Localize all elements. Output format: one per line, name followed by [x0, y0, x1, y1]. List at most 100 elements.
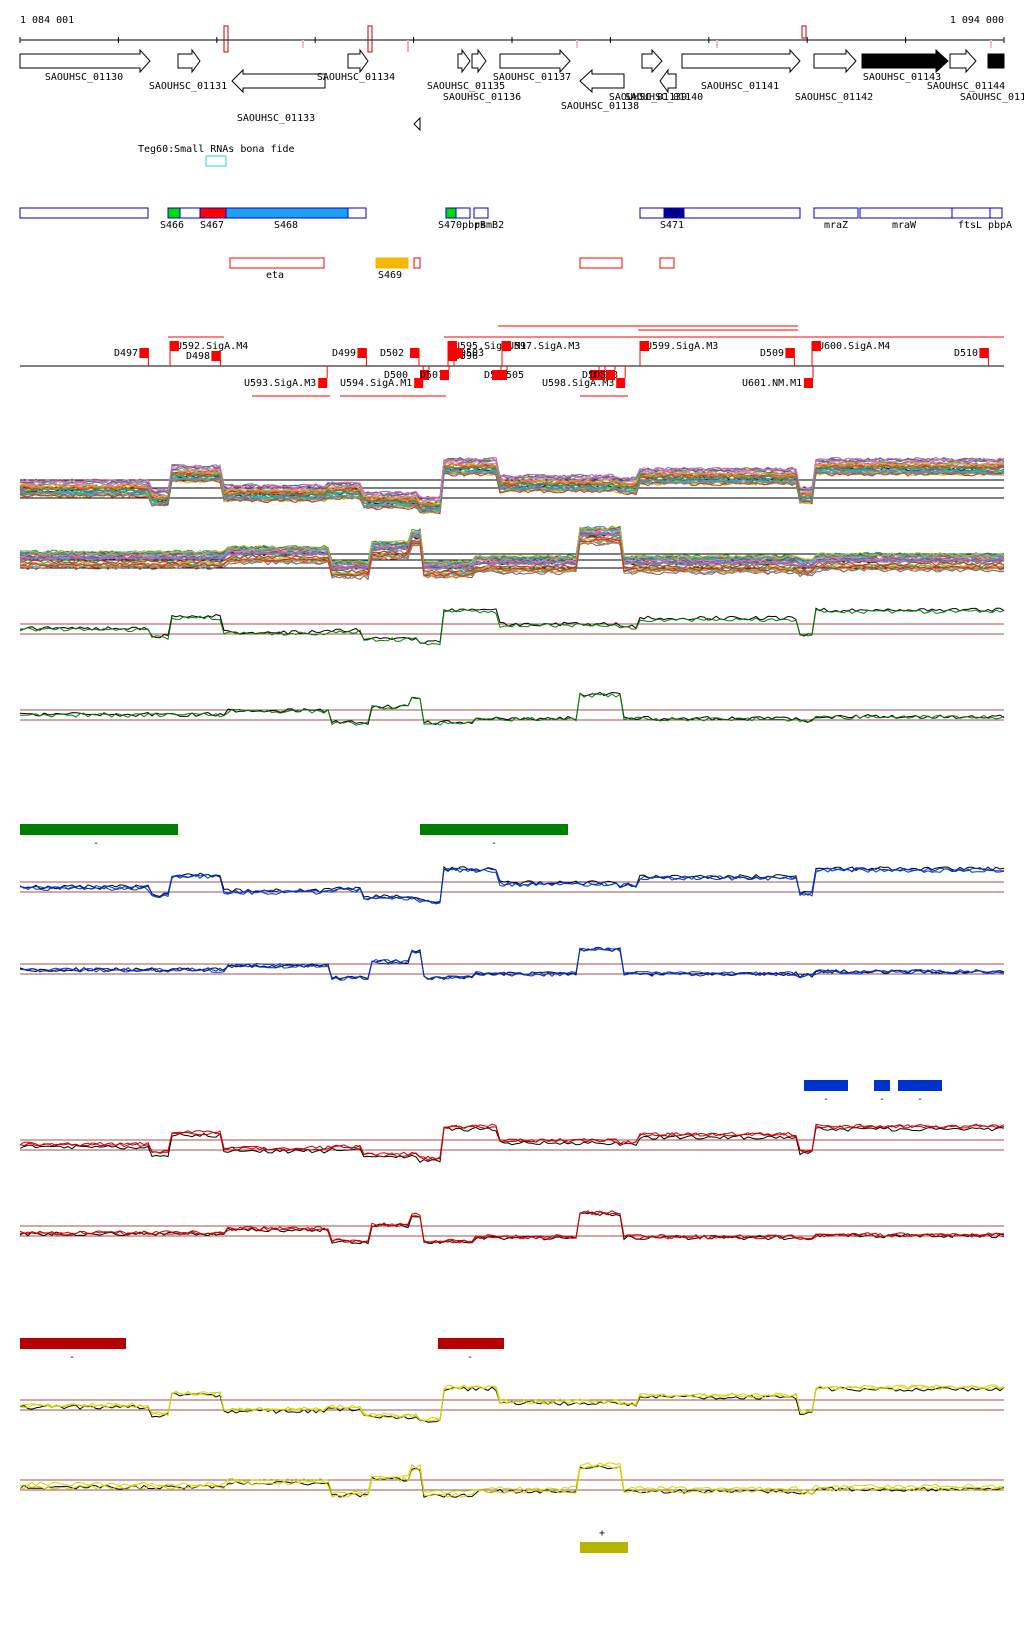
gene-arrow[interactable] [813, 48, 857, 74]
gene-arrow[interactable] [499, 48, 571, 74]
promoter-marker[interactable] [498, 370, 507, 380]
condition-bar-yellow[interactable] [580, 1542, 628, 1553]
gene-arrow[interactable] [177, 48, 201, 74]
gene-arrow[interactable] [471, 48, 487, 74]
promoter-marker[interactable] [804, 378, 813, 388]
promoter-marker[interactable] [616, 378, 626, 388]
expression-curve [20, 607, 1005, 644]
promoter-marker[interactable] [410, 348, 419, 358]
promoter-marker[interactable] [454, 348, 463, 358]
expression-curve [19, 1124, 1005, 1161]
condition-sign: - [467, 1352, 473, 1363]
expression-curve [19, 1464, 1005, 1498]
promoter-marker[interactable] [785, 348, 795, 358]
srna-eta-box[interactable] [229, 257, 325, 269]
promoter-marker[interactable] [448, 351, 457, 361]
promoter-marker[interactable] [590, 370, 599, 380]
segment-pbpb[interactable] [455, 207, 471, 219]
expression-curve [19, 463, 1005, 506]
segment-mraw[interactable] [859, 207, 953, 219]
segment-mraz[interactable] [813, 207, 859, 219]
condition-sign: - [69, 1352, 75, 1363]
segment-rsmb2[interactable] [473, 207, 489, 219]
promoter-marker[interactable] [448, 341, 457, 351]
segment-label: S467 [200, 220, 224, 231]
promoter-marker[interactable] [318, 378, 328, 388]
srna-box[interactable] [413, 257, 421, 269]
condition-sign: - [93, 838, 99, 849]
segment-s468[interactable] [225, 207, 349, 219]
segment-box[interactable] [347, 207, 367, 219]
gene-arrow[interactable] [347, 48, 369, 74]
condition-bar-blue[interactable] [804, 1080, 848, 1091]
gene-label: SAOUHSC_01140 [625, 92, 703, 103]
teg-track-label: Teg60:Small RNAs bona fide [138, 144, 295, 155]
srna-label: S469 [378, 270, 402, 281]
condition-bar-blue[interactable] [898, 1080, 942, 1091]
gene-arrow[interactable] [949, 48, 977, 74]
ruler-marker [576, 40, 578, 48]
gene-arrow[interactable] [659, 68, 677, 94]
gene-label: SAOUHSC_01141 [701, 81, 779, 92]
promoter-marker[interactable] [502, 341, 511, 351]
condition-bar-green[interactable] [20, 824, 178, 835]
segment-ftsl[interactable] [951, 207, 991, 219]
segment-s470[interactable] [445, 207, 457, 219]
promoter-marker[interactable] [812, 341, 821, 351]
segment-s467[interactable] [199, 207, 227, 219]
segment-s466[interactable] [167, 207, 181, 219]
promoter-marker[interactable] [492, 370, 501, 380]
segment-box[interactable] [19, 207, 149, 219]
gene-arrow[interactable] [681, 48, 801, 74]
promoter-marker[interactable] [357, 348, 367, 358]
promoter-marker[interactable] [979, 348, 989, 358]
promoter-label: U596 [454, 351, 478, 362]
gene-arrow[interactable] [19, 48, 151, 74]
segment-label: rsmB2 [474, 220, 504, 231]
gene-arrow[interactable] [457, 48, 471, 74]
gene-arrow-highlighted[interactable] [987, 53, 1005, 69]
gene-label: SAOUHSC_01136 [443, 92, 521, 103]
srna-s469-box[interactable] [375, 257, 409, 269]
gene-arrow[interactable] [641, 48, 663, 74]
promoter-marker[interactable] [596, 370, 605, 380]
segment-box[interactable] [179, 207, 201, 219]
segment-label: mraW [892, 220, 917, 231]
segment-box[interactable] [639, 207, 665, 219]
gene-arrow[interactable] [231, 68, 326, 94]
promoter-marker[interactable] [606, 370, 615, 380]
condition-bar-red[interactable] [438, 1338, 504, 1349]
expression-curve [19, 691, 1005, 725]
promoter-marker[interactable] [440, 370, 449, 380]
promoter-label: D505 [500, 370, 524, 381]
condition-bar-blue[interactable] [874, 1080, 890, 1091]
condition-sign: - [917, 1094, 923, 1105]
promoter-marker[interactable] [211, 351, 221, 361]
promoter-marker[interactable] [420, 370, 429, 380]
ruler-end-label: 1 094 000 [950, 15, 1004, 26]
gene-arrow-highlighted[interactable] [861, 48, 949, 74]
ruler-start-label: 1 084 001 [20, 15, 74, 26]
promoter-label: D499 [332, 348, 356, 359]
promoter-label: U593.SigA.M3 [244, 378, 316, 389]
condition-bar-green[interactable] [420, 824, 568, 835]
srna-box[interactable] [659, 257, 675, 269]
srna-box[interactable] [579, 257, 623, 269]
expression-curve [20, 1462, 1005, 1495]
promoter-marker[interactable] [640, 341, 649, 351]
segment-box[interactable] [683, 207, 801, 219]
promoter-marker[interactable] [170, 341, 179, 351]
expression-curve [19, 465, 1005, 510]
segment-pbpa[interactable] [989, 207, 1003, 219]
gene-label: SAOUHSC_01143 [863, 72, 941, 83]
teg-feature-box[interactable] [205, 155, 227, 167]
segment-label: ftsL [958, 220, 982, 231]
segment-s471[interactable] [663, 207, 685, 219]
gene-label: SAOUHSC_01130 [45, 72, 123, 83]
gene-arrow[interactable] [413, 116, 421, 132]
promoter-marker[interactable] [414, 378, 424, 388]
condition-bar-red[interactable] [20, 1338, 126, 1349]
promoter-marker[interactable] [139, 348, 149, 358]
gene-arrow[interactable] [579, 68, 625, 94]
promoter-label: D502 [380, 348, 404, 359]
